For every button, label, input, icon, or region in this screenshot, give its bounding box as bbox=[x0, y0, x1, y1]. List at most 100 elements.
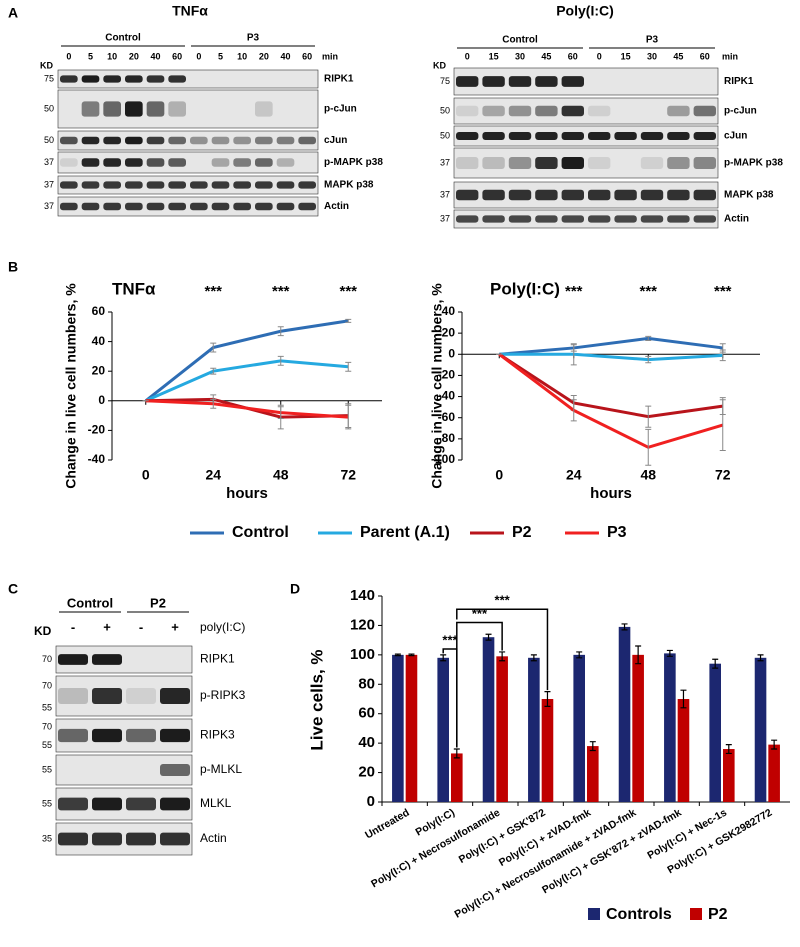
band bbox=[233, 158, 251, 167]
error-bar bbox=[345, 404, 352, 430]
lane-label: 0 bbox=[66, 51, 71, 61]
series-line bbox=[144, 319, 349, 402]
band bbox=[482, 215, 505, 223]
band bbox=[125, 202, 143, 211]
y-tick-label: -80 bbox=[438, 431, 456, 445]
x-tick-label: 48 bbox=[640, 467, 656, 483]
protein-label: Actin bbox=[324, 201, 349, 212]
significance: *** bbox=[495, 593, 511, 608]
y-tick-label: 0 bbox=[448, 346, 455, 360]
band bbox=[614, 215, 637, 223]
blot-title: TNFα bbox=[172, 3, 208, 19]
lane-unit: min bbox=[722, 51, 738, 61]
band bbox=[81, 75, 100, 83]
y-tick-label: 40 bbox=[92, 334, 106, 348]
band bbox=[92, 654, 122, 665]
error-bar bbox=[570, 343, 577, 366]
band bbox=[508, 132, 532, 140]
band bbox=[535, 105, 558, 117]
error-bar bbox=[485, 633, 492, 641]
band bbox=[456, 76, 479, 87]
kd-marker: 75 bbox=[440, 76, 450, 86]
error-bar bbox=[530, 654, 537, 662]
bar bbox=[496, 656, 508, 802]
error-bar bbox=[645, 428, 652, 466]
band bbox=[58, 728, 88, 743]
band bbox=[276, 158, 295, 167]
bar bbox=[482, 637, 495, 802]
band bbox=[211, 181, 230, 189]
protein-label: cJun bbox=[724, 131, 747, 142]
band bbox=[146, 181, 165, 189]
x-tick-label: 72 bbox=[340, 467, 356, 483]
y-tick-label: -60 bbox=[438, 410, 456, 424]
y-axis-title: Change in live cell numbers, % bbox=[429, 283, 445, 489]
band bbox=[126, 797, 156, 811]
kd-marker: 35 bbox=[42, 833, 52, 843]
band bbox=[60, 75, 78, 83]
y-tick-label: 60 bbox=[92, 304, 106, 318]
band bbox=[276, 202, 295, 211]
band bbox=[255, 136, 273, 145]
lane-label: 15 bbox=[621, 51, 631, 61]
band bbox=[693, 215, 716, 223]
kd-marker: 70 bbox=[42, 654, 52, 664]
protein-label: RIPK3 bbox=[200, 728, 235, 742]
bar bbox=[723, 749, 735, 802]
blot-strip bbox=[453, 147, 719, 179]
error-bar bbox=[645, 355, 652, 364]
y-tick-label: -100 bbox=[431, 452, 455, 466]
y-axis-title: Live cells, % bbox=[307, 649, 326, 750]
band bbox=[588, 215, 611, 223]
band bbox=[160, 688, 190, 704]
band bbox=[60, 136, 78, 145]
band bbox=[125, 158, 143, 167]
legend-label: Parent (A.1) bbox=[360, 524, 450, 541]
band bbox=[81, 136, 100, 145]
band bbox=[211, 202, 230, 211]
legend-swatch bbox=[690, 908, 702, 920]
band bbox=[92, 832, 122, 846]
lane-label: - bbox=[71, 619, 75, 634]
blot-strip bbox=[57, 130, 319, 151]
kd-marker: 37 bbox=[440, 189, 450, 199]
kd-marker: 55 bbox=[42, 702, 52, 712]
band bbox=[190, 181, 208, 189]
lane-label: 60 bbox=[172, 51, 182, 61]
blot-strip bbox=[57, 89, 319, 129]
band bbox=[146, 136, 165, 145]
lane-label: 45 bbox=[673, 51, 683, 61]
y-tick-label: -40 bbox=[438, 389, 456, 403]
treatment-label: poly(I:C) bbox=[200, 620, 245, 634]
legend-label: P2 bbox=[708, 906, 728, 923]
group-label: Control bbox=[67, 595, 113, 610]
band bbox=[614, 132, 637, 140]
band bbox=[190, 136, 208, 145]
bar bbox=[437, 657, 449, 802]
band bbox=[535, 132, 558, 140]
bar bbox=[677, 699, 690, 802]
protein-label: Actin bbox=[200, 831, 227, 845]
band bbox=[588, 189, 611, 201]
band bbox=[60, 202, 78, 211]
lane-label: 0 bbox=[465, 51, 470, 61]
x-tick-label: 24 bbox=[205, 467, 221, 483]
lane-label: 20 bbox=[129, 51, 139, 61]
series-line bbox=[498, 353, 723, 419]
band bbox=[535, 76, 558, 87]
y-tick-label: 20 bbox=[92, 363, 106, 377]
x-tick-label: 48 bbox=[273, 467, 289, 483]
error-bar bbox=[210, 367, 217, 375]
y-tick-label: 40 bbox=[442, 304, 456, 318]
series-line bbox=[145, 359, 349, 403]
protein-label: Actin bbox=[724, 214, 749, 225]
group-label: P3 bbox=[646, 35, 659, 46]
blot-strip bbox=[57, 196, 319, 217]
x-tick-label: 72 bbox=[715, 467, 731, 483]
band bbox=[81, 101, 100, 117]
kd-marker: 70 bbox=[42, 722, 52, 732]
error-bar bbox=[680, 689, 687, 709]
error-bar bbox=[645, 405, 652, 428]
blot-strip bbox=[57, 69, 319, 89]
